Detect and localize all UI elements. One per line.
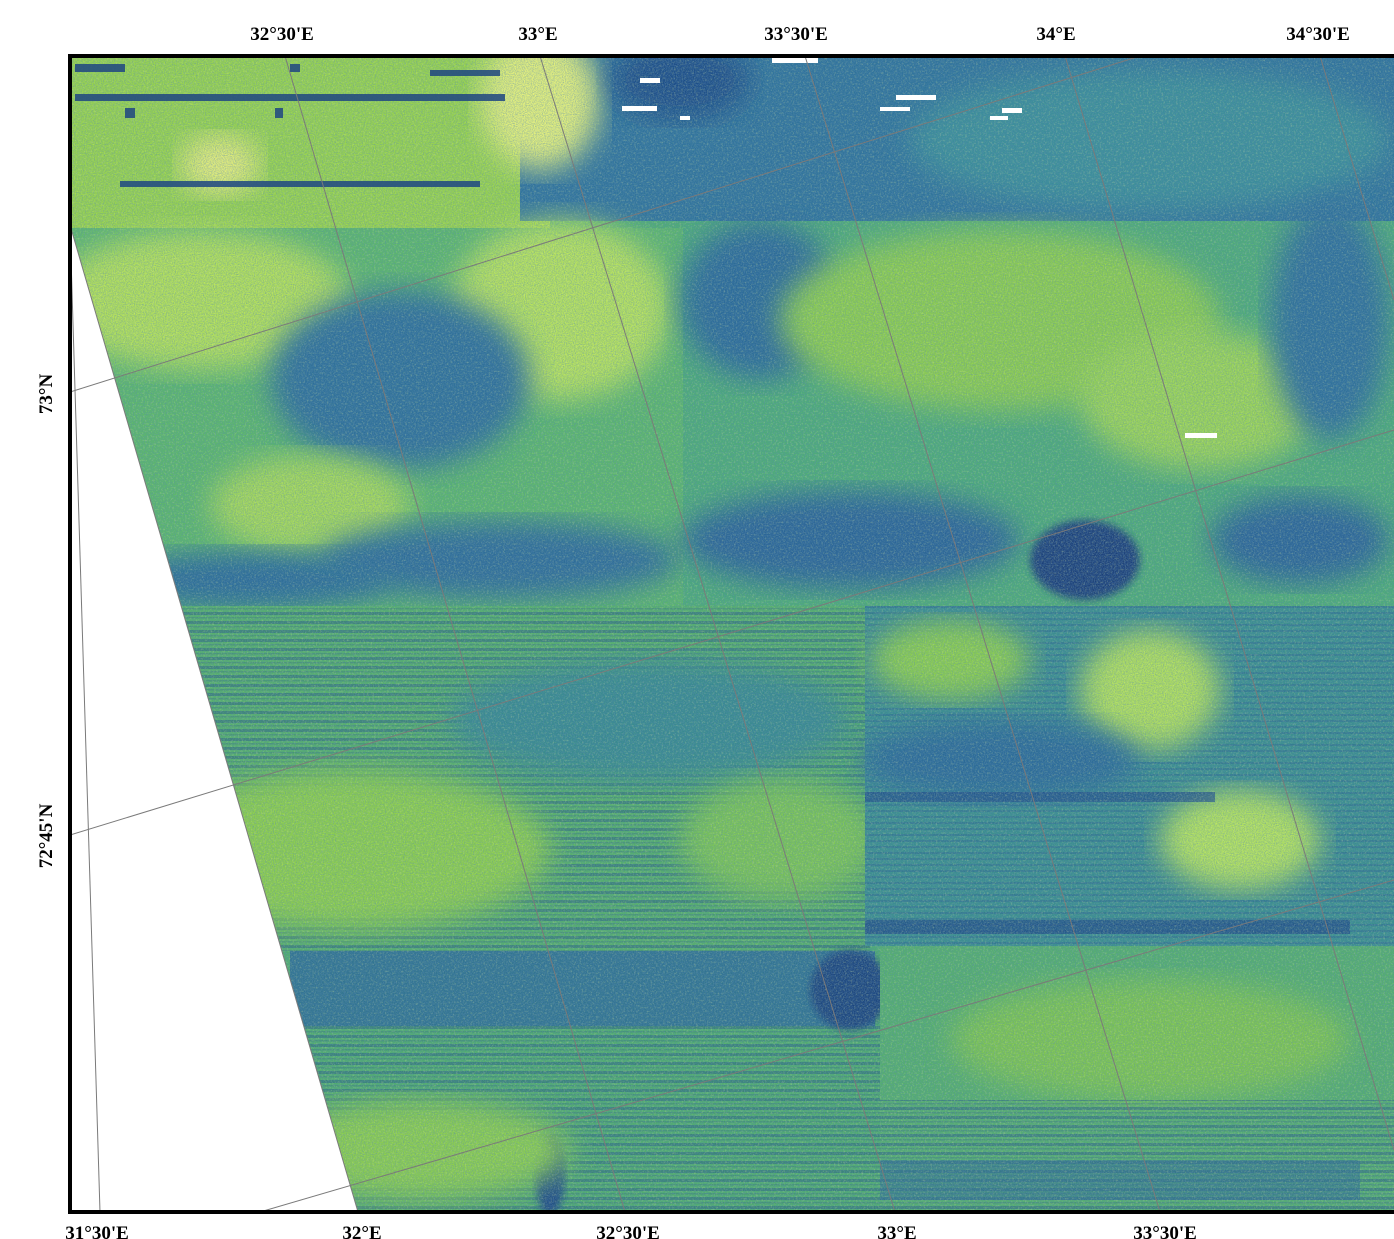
dropout-marks: [75, 64, 505, 187]
map-frame: [68, 54, 1394, 1214]
lat-label: 72°45'N: [36, 803, 57, 868]
nodata-gaps: [622, 58, 1217, 438]
bottom-lon-label: 32°30'E: [596, 1223, 660, 1239]
graticule: [70, 56, 1394, 1212]
lat-label: 73°N: [36, 374, 57, 415]
bottom-lon-label: 33°E: [877, 1223, 916, 1239]
top-lon-label: 34°E: [1036, 24, 1075, 45]
bottom-longitude-labels: 31°30'E 32°E 32°30'E 33°E 33°30'E: [65, 1223, 1197, 1239]
bottom-lon-label: 31°30'E: [65, 1223, 129, 1239]
top-lon-label: 33°E: [518, 24, 557, 45]
bottom-lon-label: 32°E: [342, 1223, 381, 1239]
top-lon-label: 32°30'E: [250, 24, 314, 45]
map-frame-content: [70, 56, 1394, 1212]
top-lon-label: 34°30'E: [1286, 24, 1350, 45]
top-lon-label: 33°30'E: [764, 24, 828, 45]
bottom-lon-label: 33°30'E: [1133, 1223, 1197, 1239]
latitude-labels: 73°N 72°45'N: [36, 374, 57, 869]
top-longitude-labels: 32°30'E 33°E 33°30'E 34°E 34°30'E: [250, 24, 1350, 45]
